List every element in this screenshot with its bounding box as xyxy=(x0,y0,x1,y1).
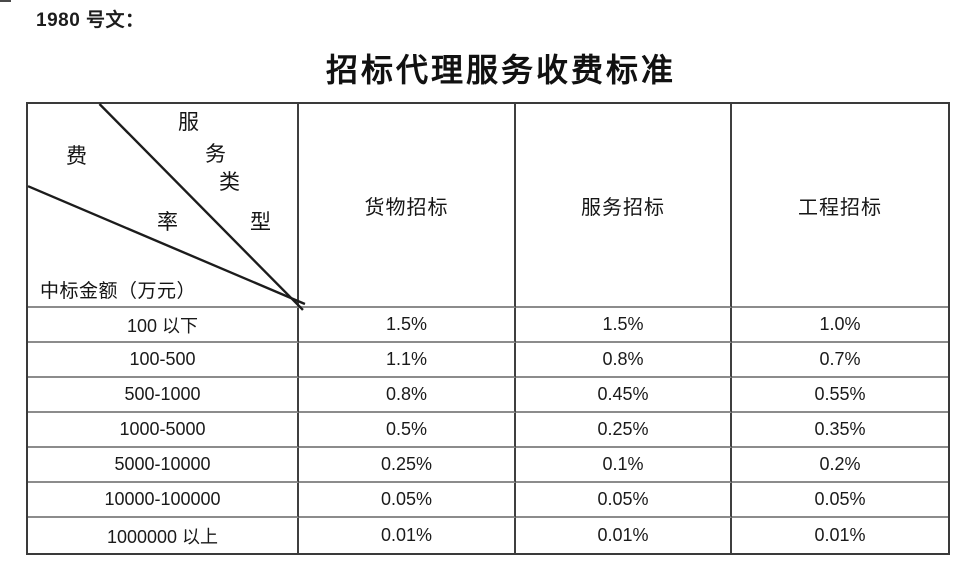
column-header-engineering: 工程招标 xyxy=(732,104,948,308)
corner-row-axis-label: 中标金额（万元） xyxy=(40,281,197,302)
scan-artifact xyxy=(0,0,11,2)
corner-header-cell: 服 务 类 型 费 率 中标金额（万元） xyxy=(27,103,306,311)
cell-amount-range: 5000-10000 xyxy=(28,448,299,483)
cell-rate-services: 0.1% xyxy=(516,448,732,483)
cell-rate-services: 0.45% xyxy=(516,378,732,413)
cell-rate-engineering: 1.0% xyxy=(732,308,948,343)
cell-rate-services: 0.05% xyxy=(516,483,732,518)
cell-amount-range: 100 以下 xyxy=(28,308,299,343)
cell-amount-range: 500-1000 xyxy=(28,378,299,413)
cell-amount-range: 100-500 xyxy=(28,343,299,378)
corner-char-service-type-4: 型 xyxy=(250,210,271,234)
cell-rate-goods: 1.1% xyxy=(299,343,516,378)
page-title: 招标代理服务收费标准 xyxy=(325,52,676,88)
fee-standard-table: 服 务 类 型 费 率 中标金额（万元） 货物招标 服务招标 工程招标 100 … xyxy=(26,102,950,555)
cell-rate-goods: 0.05% xyxy=(299,483,516,518)
cell-rate-services: 1.5% xyxy=(516,308,732,343)
diagonal-divider-lines xyxy=(27,103,306,311)
cell-rate-goods: 0.01% xyxy=(299,518,516,553)
corner-char-service-type-3: 类 xyxy=(219,170,240,194)
cell-rate-engineering: 0.05% xyxy=(732,483,948,518)
cell-rate-services: 0.25% xyxy=(516,413,732,448)
cell-amount-range: 1000-5000 xyxy=(28,413,299,448)
cell-rate-goods: 0.5% xyxy=(299,413,516,448)
cell-rate-engineering: 0.01% xyxy=(814,525,866,545)
cell-rate-engineering: 0.55% xyxy=(732,378,948,413)
cell-rate-engineering: 0.35% xyxy=(732,413,948,448)
cell-rate-services: 0.01% xyxy=(516,518,732,553)
cell-amount-range: 1000000 以上 xyxy=(28,518,299,553)
doc-reference-number: 1980 号文： xyxy=(36,10,145,31)
cell-rate-goods: 0.8% xyxy=(299,378,516,413)
cell-rate-services: 0.8% xyxy=(516,343,732,378)
cell-rate-goods: 0.25% xyxy=(299,448,516,483)
corner-char-service-type-1: 服 xyxy=(178,110,199,134)
cell-rate-goods: 1.5% xyxy=(299,308,516,343)
cell-rate-engineering: 0.7% xyxy=(732,343,948,378)
column-header-services: 服务招标 xyxy=(516,104,732,308)
cell-rate-engineering: 0.2% xyxy=(732,448,948,483)
column-header-goods: 货物招标 xyxy=(299,104,516,308)
cell-amount-range: 10000-100000 xyxy=(28,483,299,518)
corner-char-fee-rate-1: 费 xyxy=(66,144,87,168)
corner-char-fee-rate-2: 率 xyxy=(157,210,178,234)
corner-char-service-type-2: 务 xyxy=(205,142,226,166)
